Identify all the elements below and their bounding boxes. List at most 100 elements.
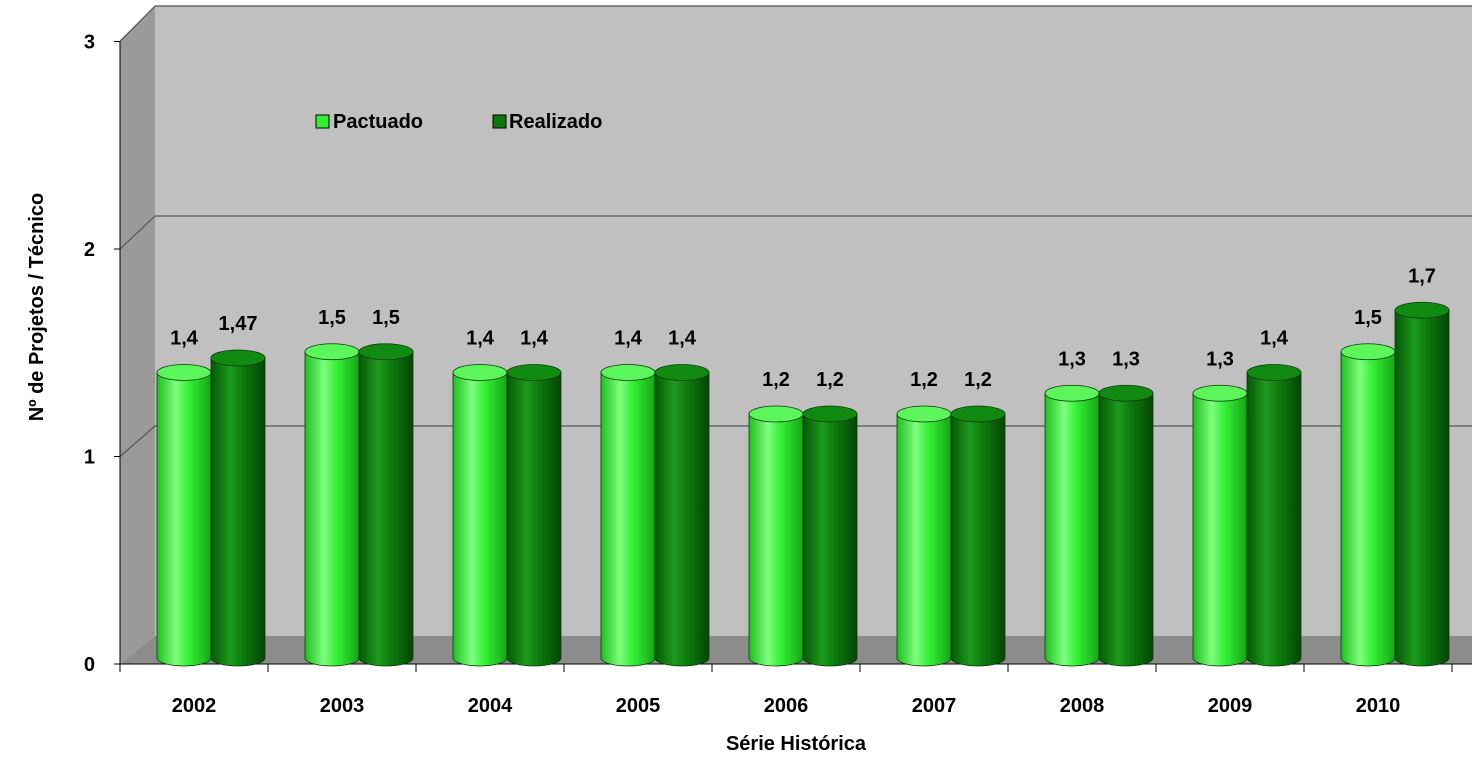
y-tick-label: 1 <box>84 447 95 469</box>
bar-top <box>452 364 508 381</box>
bar-body <box>748 413 804 667</box>
data-label-pactuado: 1,4 <box>466 328 495 350</box>
x-tick-label: 2010 <box>1356 695 1401 717</box>
gridline-diagonal <box>119 425 156 457</box>
legend-swatch-pactuado <box>315 114 330 129</box>
bar-body <box>1246 372 1302 667</box>
bar-pactuado-2004 <box>452 364 508 667</box>
bar-realizado-2009 <box>1246 364 1302 667</box>
bar-body <box>1340 351 1396 667</box>
legend-swatch-realizado <box>492 114 507 129</box>
bar-body <box>358 351 414 667</box>
data-label-realizado: 1,5 <box>372 307 400 329</box>
data-label-pactuado: 1,3 <box>1206 348 1234 370</box>
bar-top <box>506 364 562 381</box>
x-tick-label: 2007 <box>912 695 957 717</box>
legend-label-pactuado: Pactuado <box>333 111 423 133</box>
bar-top <box>1044 384 1100 402</box>
gridline-diagonal <box>119 5 156 42</box>
bar-pactuado-2008 <box>1044 384 1100 667</box>
bar-top <box>950 405 1006 423</box>
bar-pactuado-2003 <box>304 343 360 667</box>
bar-body <box>1044 392 1100 667</box>
x-tick-label: 2008 <box>1060 695 1105 717</box>
bar-body <box>1394 309 1450 667</box>
value-labels: 1,4 1,47 1,5 1,5 1,4 1,4 1,4 1,4 1,2 1,2 1,2 1,2 1,3… <box>170 265 1436 391</box>
data-label-realizado: 1,2 <box>816 369 844 391</box>
bar-top <box>896 405 952 423</box>
bar-body <box>600 372 656 667</box>
bar-top <box>600 364 656 381</box>
bar-pactuado-2002 <box>156 364 212 667</box>
legend-label-realizado: Realizado <box>509 111 602 133</box>
data-label-pactuado: 1,4 <box>614 328 643 350</box>
bar-body <box>506 372 562 667</box>
bar-realizado-2007 <box>950 405 1006 667</box>
bar-body <box>156 372 212 667</box>
bar-realizado-2002 <box>210 349 266 667</box>
side-wall <box>120 6 155 664</box>
bar-top <box>802 405 858 423</box>
legend-item-pactuado: Pactuado <box>315 111 423 133</box>
y-tick-label: 3 <box>84 32 95 54</box>
bar-realizado-2008 <box>1098 384 1154 667</box>
x-tick-label: 2004 <box>468 695 513 717</box>
bar-top <box>1098 384 1154 402</box>
bar-pactuado-2006 <box>748 405 804 667</box>
y-axis-title: Nº de Projetos / Técnico <box>26 193 48 421</box>
bar-top <box>1394 301 1450 319</box>
data-label-pactuado: 1,3 <box>1058 348 1086 370</box>
bar-pactuado-2007 <box>896 405 952 667</box>
data-label-realizado: 1,2 <box>964 369 992 391</box>
bar-body <box>654 372 710 667</box>
data-label-realizado: 1,47 <box>219 313 258 335</box>
x-tick-label: 2002 <box>172 695 217 717</box>
bar-realizado-2005 <box>654 364 710 667</box>
legend-item-realizado: Realizado <box>492 111 602 133</box>
data-label-realizado: 1,3 <box>1112 348 1140 370</box>
bar-realizado-2010 <box>1394 301 1450 667</box>
bar-top <box>1192 384 1248 402</box>
legend: Pactuado Realizado <box>315 111 602 133</box>
bar-top <box>358 343 414 361</box>
data-label-realizado: 1,4 <box>1260 328 1289 350</box>
bar-body <box>1192 392 1248 667</box>
bar-body <box>1098 392 1154 667</box>
data-label-pactuado: 1,5 <box>318 307 346 329</box>
bar-body <box>802 413 858 667</box>
bar-realizado-2004 <box>506 364 562 667</box>
x-tick-label: 2009 <box>1208 695 1253 717</box>
bar-pactuado-2010 <box>1340 343 1396 667</box>
bar-realizado-2003 <box>358 343 414 667</box>
bar-top <box>156 364 212 381</box>
bar-pactuado-2005 <box>600 364 656 667</box>
category-labels: 2002 2003 2004 2005 2006 2007 2008 2009 2010 <box>172 695 1401 717</box>
bar-body <box>210 357 266 667</box>
gridline-diagonal <box>119 215 156 250</box>
data-label-pactuado: 1,5 <box>1354 307 1382 329</box>
data-label-pactuado: 1,2 <box>910 369 938 391</box>
y-tick-labels: 0 1 2 3 <box>84 32 95 677</box>
x-tick-label: 2005 <box>616 695 661 717</box>
bar-body <box>896 413 952 667</box>
bar-realizado-2006 <box>802 405 858 667</box>
data-label-pactuado: 1,2 <box>762 369 790 391</box>
x-tick-label: 2003 <box>320 695 365 717</box>
data-label-realizado: 1,4 <box>520 328 549 350</box>
bar-top <box>304 343 360 361</box>
x-tick-label: 2006 <box>764 695 809 717</box>
bar-body <box>452 372 508 667</box>
bar-pactuado-2009 <box>1192 384 1248 667</box>
x-axis-title: Série Histórica <box>726 733 867 755</box>
bars <box>156 301 1450 667</box>
y-tick-label: 0 <box>84 654 95 676</box>
bar-top <box>1340 343 1396 361</box>
bar-body <box>950 413 1006 667</box>
bar-top <box>654 364 710 381</box>
bar-top <box>210 349 266 367</box>
bar-body <box>304 351 360 667</box>
y-tick-label: 2 <box>84 239 95 261</box>
data-label-realizado: 1,4 <box>668 328 697 350</box>
